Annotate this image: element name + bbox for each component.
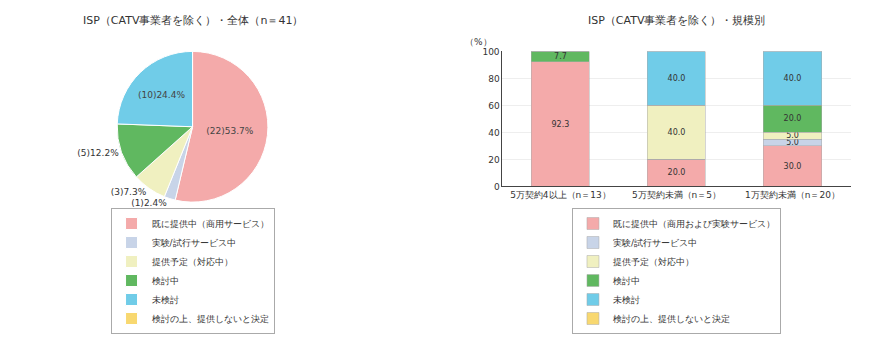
svg-text:40.0: 40.0 (784, 74, 802, 83)
svg-text:(10)24.4%: (10)24.4% (138, 90, 186, 100)
svg-text:5.0: 5.0 (786, 138, 799, 147)
svg-text:(22)53.7%: (22)53.7% (206, 126, 254, 136)
svg-text:40.0: 40.0 (668, 128, 686, 137)
svg-text:既に提供中（商用サービス）: 既に提供中（商用サービス） (152, 219, 269, 229)
svg-text:ISP（CATV事業者を除く）・全体（n＝41）: ISP（CATV事業者を除く）・全体（n＝41） (83, 14, 303, 27)
svg-text:検討中: 検討中 (613, 276, 640, 286)
svg-text:検討中: 検討中 (152, 276, 179, 286)
svg-text:ISP（CATV事業者を除く）・規模別: ISP（CATV事業者を除く）・規模別 (588, 14, 765, 27)
svg-text:既に提供中（商用および実験サービス）: 既に提供中（商用および実験サービス） (613, 219, 775, 229)
svg-text:(1)2.4%: (1)2.4% (131, 198, 167, 208)
svg-text:40.0: 40.0 (668, 74, 686, 83)
svg-text:100: 100 (482, 47, 499, 57)
svg-text:1万契約未満（n＝20）: 1万契約未満（n＝20） (745, 190, 840, 200)
svg-text:未検討: 未検討 (152, 295, 179, 305)
svg-text:80: 80 (488, 74, 500, 84)
svg-text:5万契約未満（n＝5）: 5万契約未満（n＝5） (632, 190, 721, 200)
svg-text:提供予定（対応中）: 提供予定（対応中） (613, 257, 694, 267)
svg-text:（%）: （%） (465, 37, 492, 47)
svg-text:20.0: 20.0 (784, 114, 802, 123)
svg-text:5.0: 5.0 (786, 131, 799, 140)
svg-text:実験/試行サービス中: 実験/試行サービス中 (152, 238, 236, 248)
svg-text:検討の上、提供しないと決定: 検討の上、提供しないと決定 (613, 314, 730, 324)
svg-text:未検討: 未検討 (613, 295, 640, 305)
svg-text:20: 20 (488, 155, 500, 165)
svg-text:30.0: 30.0 (784, 162, 802, 171)
svg-text:40: 40 (488, 128, 500, 138)
svg-text:(5)12.2%: (5)12.2% (77, 148, 119, 158)
svg-text:60: 60 (488, 101, 500, 111)
svg-text:20.0: 20.0 (668, 168, 686, 177)
svg-text:(3)7.3%: (3)7.3% (111, 187, 147, 197)
svg-text:提供予定（対応中）: 提供予定（対応中） (152, 257, 233, 267)
svg-text:実験/試行サービス中: 実験/試行サービス中 (613, 238, 697, 248)
svg-text:検討の上、提供しないと決定: 検討の上、提供しないと決定 (152, 314, 269, 324)
svg-text:92.3: 92.3 (552, 120, 570, 129)
svg-text:7.7: 7.7 (554, 52, 567, 61)
svg-text:5万契約4以上（n＝13）: 5万契約4以上（n＝13） (510, 190, 611, 200)
svg-text:0: 0 (494, 182, 500, 192)
